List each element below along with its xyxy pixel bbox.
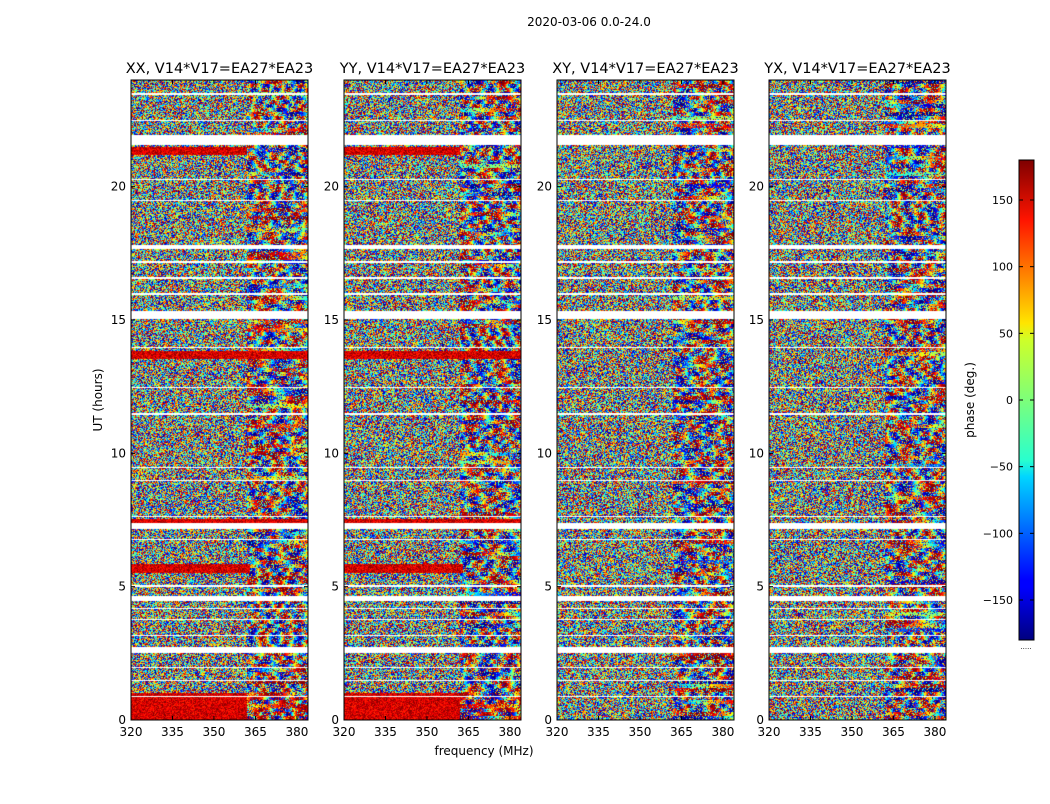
x-tick-label: 365 <box>670 725 693 739</box>
y-tick-label: 15 <box>324 313 339 327</box>
x-tick-label: 380 <box>498 725 521 739</box>
panel-title: YY, V14*V17=EA27*EA23 <box>339 61 525 77</box>
y-tick-label: 5 <box>331 580 339 594</box>
x-tick-label: 365 <box>457 725 480 739</box>
y-tick-label: 15 <box>537 313 552 327</box>
panels-layer: XX, V14*V17=EA27*EA23 320 335 350 365 380 0 5 10… <box>111 61 951 739</box>
colorbar-tick-label: 100 <box>992 261 1013 274</box>
axes-frame <box>556 79 735 721</box>
panel-xx: XX, V14*V17=EA27*EA23 320 335 350 365 380 0 5 10… <box>111 61 314 739</box>
x-tick-label: 335 <box>799 725 822 739</box>
y-tick-label: 5 <box>544 580 552 594</box>
x-tick-label: 320 <box>120 725 143 739</box>
x-axis-label: frequency (MHz) <box>434 744 533 758</box>
x-tick-label: 380 <box>923 725 946 739</box>
x-tick-label: 335 <box>587 725 610 739</box>
x-tick-label: 365 <box>244 725 267 739</box>
x-tick-label: 350 <box>416 725 439 739</box>
axes-frame <box>130 79 309 721</box>
panel-title: XY, V14*V17=EA27*EA23 <box>552 61 738 77</box>
x-tick-label: 350 <box>841 725 864 739</box>
x-tick-label: 350 <box>203 725 226 739</box>
y-tick-label: 0 <box>331 713 339 727</box>
axes-frame <box>343 79 522 721</box>
colorbar-label: phase (deg.) <box>963 362 977 438</box>
y-tick-label: 15 <box>111 313 126 327</box>
x-tick-label: 320 <box>333 725 356 739</box>
y-axis-label: UT (hours) <box>91 368 105 431</box>
colorbar-tick-label: −50 <box>990 461 1013 474</box>
x-tick-label: 335 <box>374 725 397 739</box>
panel-yy: YY, V14*V17=EA27*EA23 320 335 350 365 380 0 5 10… <box>324 61 525 739</box>
y-tick-label: 20 <box>537 180 552 194</box>
axes-frame <box>768 79 947 721</box>
y-tick-label: 20 <box>111 180 126 194</box>
y-tick-label: 10 <box>111 446 126 460</box>
heatmap-raster-yy <box>344 80 521 720</box>
x-tick-label: 365 <box>882 725 905 739</box>
y-tick-label: 10 <box>324 446 339 460</box>
colorbar-tick-label: 150 <box>992 194 1013 207</box>
y-tick-label: 15 <box>749 313 764 327</box>
heatmap-raster-yx <box>769 80 946 720</box>
heatmap-raster-xx <box>131 80 308 720</box>
y-tick-label: 20 <box>324 180 339 194</box>
x-tick-label: 350 <box>629 725 652 739</box>
heatmap-raster-xy <box>557 80 734 720</box>
y-tick-label: 10 <box>537 446 552 460</box>
panel-xy: XY, V14*V17=EA27*EA23 320 335 350 365 380 0 5 10… <box>537 61 739 739</box>
colorbar-tick-label: 0 <box>1006 394 1013 407</box>
colorbar: 150 100 50 0 −50 −100 −150 phase (deg.)..... <box>963 159 1035 651</box>
colorbar-footer: ..... <box>1020 643 1031 651</box>
y-tick-label: 0 <box>118 713 126 727</box>
x-tick-label: 335 <box>161 725 184 739</box>
y-tick-label: 0 <box>756 713 764 727</box>
y-tick-label: 20 <box>749 180 764 194</box>
colorbar-tick-label: 50 <box>999 327 1013 340</box>
colorbar-tick-label: −100 <box>983 527 1013 540</box>
y-tick-label: 5 <box>756 580 764 594</box>
y-tick-label: 5 <box>118 580 126 594</box>
panel-title: YX, V14*V17=EA27*EA23 <box>763 61 950 77</box>
colorbar-gradient <box>1019 160 1034 640</box>
x-tick-label: 380 <box>285 725 308 739</box>
x-tick-label: 320 <box>758 725 781 739</box>
x-tick-label: 320 <box>546 725 569 739</box>
x-tick-label: 380 <box>711 725 734 739</box>
colorbar-tick-label: −150 <box>983 594 1013 607</box>
y-tick-label: 10 <box>749 446 764 460</box>
figure-title: 2020-03-06 0.0-24.0 <box>527 15 651 29</box>
panel-yx: YX, V14*V17=EA27*EA23 320 335 350 365 380 0 5 10… <box>749 61 951 739</box>
panel-title: XX, V14*V17=EA27*EA23 <box>126 61 314 77</box>
y-tick-label: 0 <box>544 713 552 727</box>
